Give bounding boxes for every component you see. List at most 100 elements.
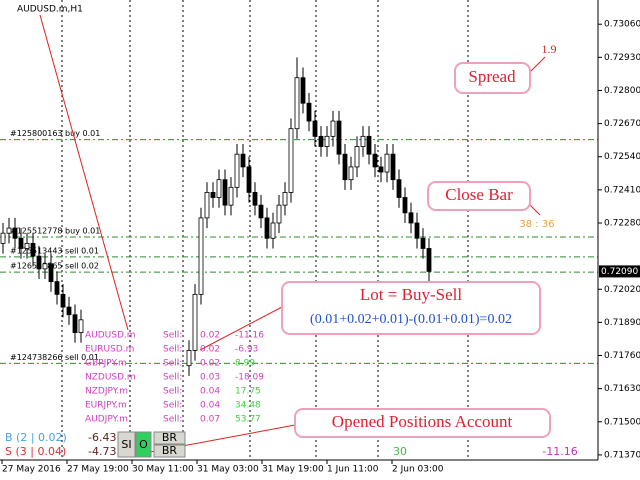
candle-body: [318, 135, 324, 147]
close-bar-value: 38 : 36: [519, 219, 554, 230]
lot-title: Lot = Buy-Sell: [360, 285, 462, 304]
position-cell: EURJPY.m: [85, 401, 127, 411]
br-label: BR: [162, 431, 178, 444]
position-cell: 0.07: [200, 415, 220, 425]
candle-body: [342, 153, 348, 181]
br-button[interactable]: [153, 444, 186, 458]
candle-body: [24, 242, 30, 249]
opened-box: [294, 408, 551, 438]
x-tick-label: 27 May 2016: [2, 465, 61, 475]
candle-body: [186, 350, 192, 367]
candle-body: [222, 179, 228, 206]
y-tick-label: 0.71370: [604, 450, 640, 460]
position-cell: GBPJPY.m: [85, 359, 127, 369]
x-tick-label: 31 May 19:00: [262, 465, 324, 475]
candle-body: [276, 204, 282, 224]
si-button[interactable]: [117, 431, 136, 458]
close-bar-label: Close Bar: [445, 185, 513, 204]
y-tick-label: 0.72280: [604, 218, 640, 228]
br-button[interactable]: [153, 431, 186, 445]
candle-body: [390, 153, 396, 181]
position-cell: 0.03: [200, 373, 220, 383]
br-label: BR: [162, 444, 178, 457]
order-label: #126559865 sell 0.02: [10, 262, 99, 271]
position-profit: 17.75: [235, 387, 261, 397]
position-profit: 34.48: [235, 401, 261, 411]
order-label: #125512778 buy 0.01: [10, 227, 100, 236]
candle-body: [42, 263, 48, 270]
position-cell: 0.02: [200, 331, 220, 341]
candle-body: [258, 204, 264, 219]
candle-body: [294, 77, 300, 130]
candle-body: [252, 192, 258, 206]
position-cell: Sell:: [163, 345, 182, 355]
candle-body: [426, 248, 432, 272]
candle-body: [282, 192, 288, 206]
spread-value: 1.9: [542, 42, 557, 56]
y-tick-label: 0.72410: [604, 185, 640, 195]
candle-body: [30, 242, 36, 257]
y-tick-label: 0.71890: [604, 318, 640, 328]
candle-body: [210, 192, 216, 198]
position-profit: -18.09: [235, 373, 264, 383]
position-cell: NZDUSD.m: [85, 373, 136, 383]
spread-box: [454, 62, 531, 94]
candle-body: [384, 153, 390, 173]
position-profit: 8.99: [235, 359, 255, 369]
candle-body: [198, 217, 204, 295]
order-label: #125800163 buy 0.01: [10, 129, 100, 138]
candle-body: [6, 227, 12, 234]
candle-body: [228, 186, 234, 206]
position-profit: -11.16: [235, 331, 264, 341]
candle-body: [60, 293, 66, 308]
candle-body: [420, 237, 426, 249]
candle-body: [396, 179, 402, 198]
position-cell: EURUSD.m: [85, 345, 134, 355]
position-cell: Sell:: [163, 401, 182, 411]
spread-label: Spread: [468, 67, 516, 86]
y-tick-label: 0.72930: [604, 53, 640, 63]
lot-box: [281, 281, 541, 335]
candle-body: [12, 227, 18, 239]
position-cell: Sell:: [163, 359, 182, 369]
candle-body: [216, 179, 222, 198]
bar-count: 30: [393, 445, 407, 458]
x-tick-label: 1 Jun 11:00: [327, 465, 379, 475]
candle-body: [54, 281, 60, 295]
candle-body: [264, 217, 270, 239]
o-label: O: [139, 438, 148, 451]
candle-body: [312, 120, 318, 137]
x-tick-label: 2 Jun 03:00: [392, 465, 444, 475]
candle-body: [270, 222, 276, 239]
y-tick-label: 0.71630: [604, 384, 640, 394]
order-label: #124738266 sell 0.01: [10, 353, 99, 362]
position-cell: 0.02: [200, 345, 220, 355]
chart-title: AUDUSD.m,H1: [17, 5, 83, 15]
position-cell: Sell:: [163, 331, 182, 341]
position-cell: AUDUSD.m: [85, 331, 136, 341]
candle-body: [78, 319, 84, 333]
candle-body: [414, 222, 420, 239]
buy-summary: B (2 | 0.02): [5, 431, 67, 444]
candle-body: [324, 135, 330, 147]
total-profit: -11.16: [542, 445, 577, 458]
candle-body: [348, 166, 354, 181]
candle-body: [366, 135, 372, 155]
o-button[interactable]: [135, 431, 152, 458]
candle-body: [36, 255, 42, 270]
candle-body: [300, 77, 306, 104]
last-price-box: [599, 265, 640, 278]
y-tick-label: 0.71500: [604, 417, 640, 427]
sell-profit: -4.73: [88, 445, 116, 458]
candle-body: [204, 192, 210, 219]
position-cell: Sell:: [163, 373, 182, 383]
position-cell: Sell:: [163, 387, 182, 397]
buy-profit: -6.43: [88, 431, 116, 444]
last-price-label: 0.72090: [601, 267, 638, 277]
y-tick-label: 0.72020: [604, 285, 640, 295]
candle-body: [234, 153, 240, 188]
close-bar-box: [427, 181, 531, 211]
x-tick-label: 27 May 19:00: [67, 465, 129, 475]
candle-body: [72, 314, 78, 333]
y-tick-label: 0.73060: [604, 20, 640, 30]
